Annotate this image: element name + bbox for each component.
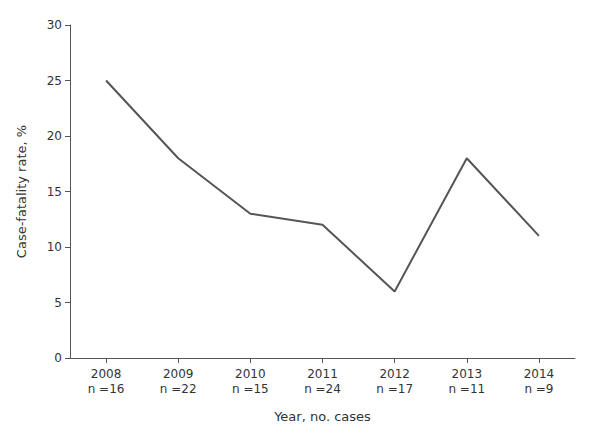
svg-text:n =15: n =15 [232, 382, 269, 396]
svg-text:2011: 2011 [307, 367, 338, 381]
svg-text:n =17: n =17 [376, 382, 413, 396]
svg-text:15: 15 [47, 185, 62, 199]
svg-text:20: 20 [47, 129, 62, 143]
svg-text:2010: 2010 [235, 367, 266, 381]
svg-text:5: 5 [54, 296, 62, 310]
svg-text:Year, no. cases: Year, no. cases [273, 409, 371, 424]
svg-text:2012: 2012 [379, 367, 410, 381]
svg-text:2014: 2014 [524, 367, 555, 381]
svg-text:2013: 2013 [452, 367, 483, 381]
svg-text:n =22: n =22 [160, 382, 197, 396]
svg-text:n =9: n =9 [524, 382, 553, 396]
svg-text:30: 30 [47, 18, 62, 32]
svg-text:25: 25 [47, 74, 62, 88]
svg-text:2009: 2009 [163, 367, 194, 381]
svg-text:2008: 2008 [91, 367, 122, 381]
svg-text:n =24: n =24 [304, 382, 341, 396]
svg-text:0: 0 [54, 351, 62, 365]
svg-text:Case-fatality rate, %: Case-fatality rate, % [14, 125, 29, 258]
svg-text:n =16: n =16 [88, 382, 125, 396]
svg-text:10: 10 [47, 240, 62, 254]
svg-text:n =11: n =11 [448, 382, 485, 396]
